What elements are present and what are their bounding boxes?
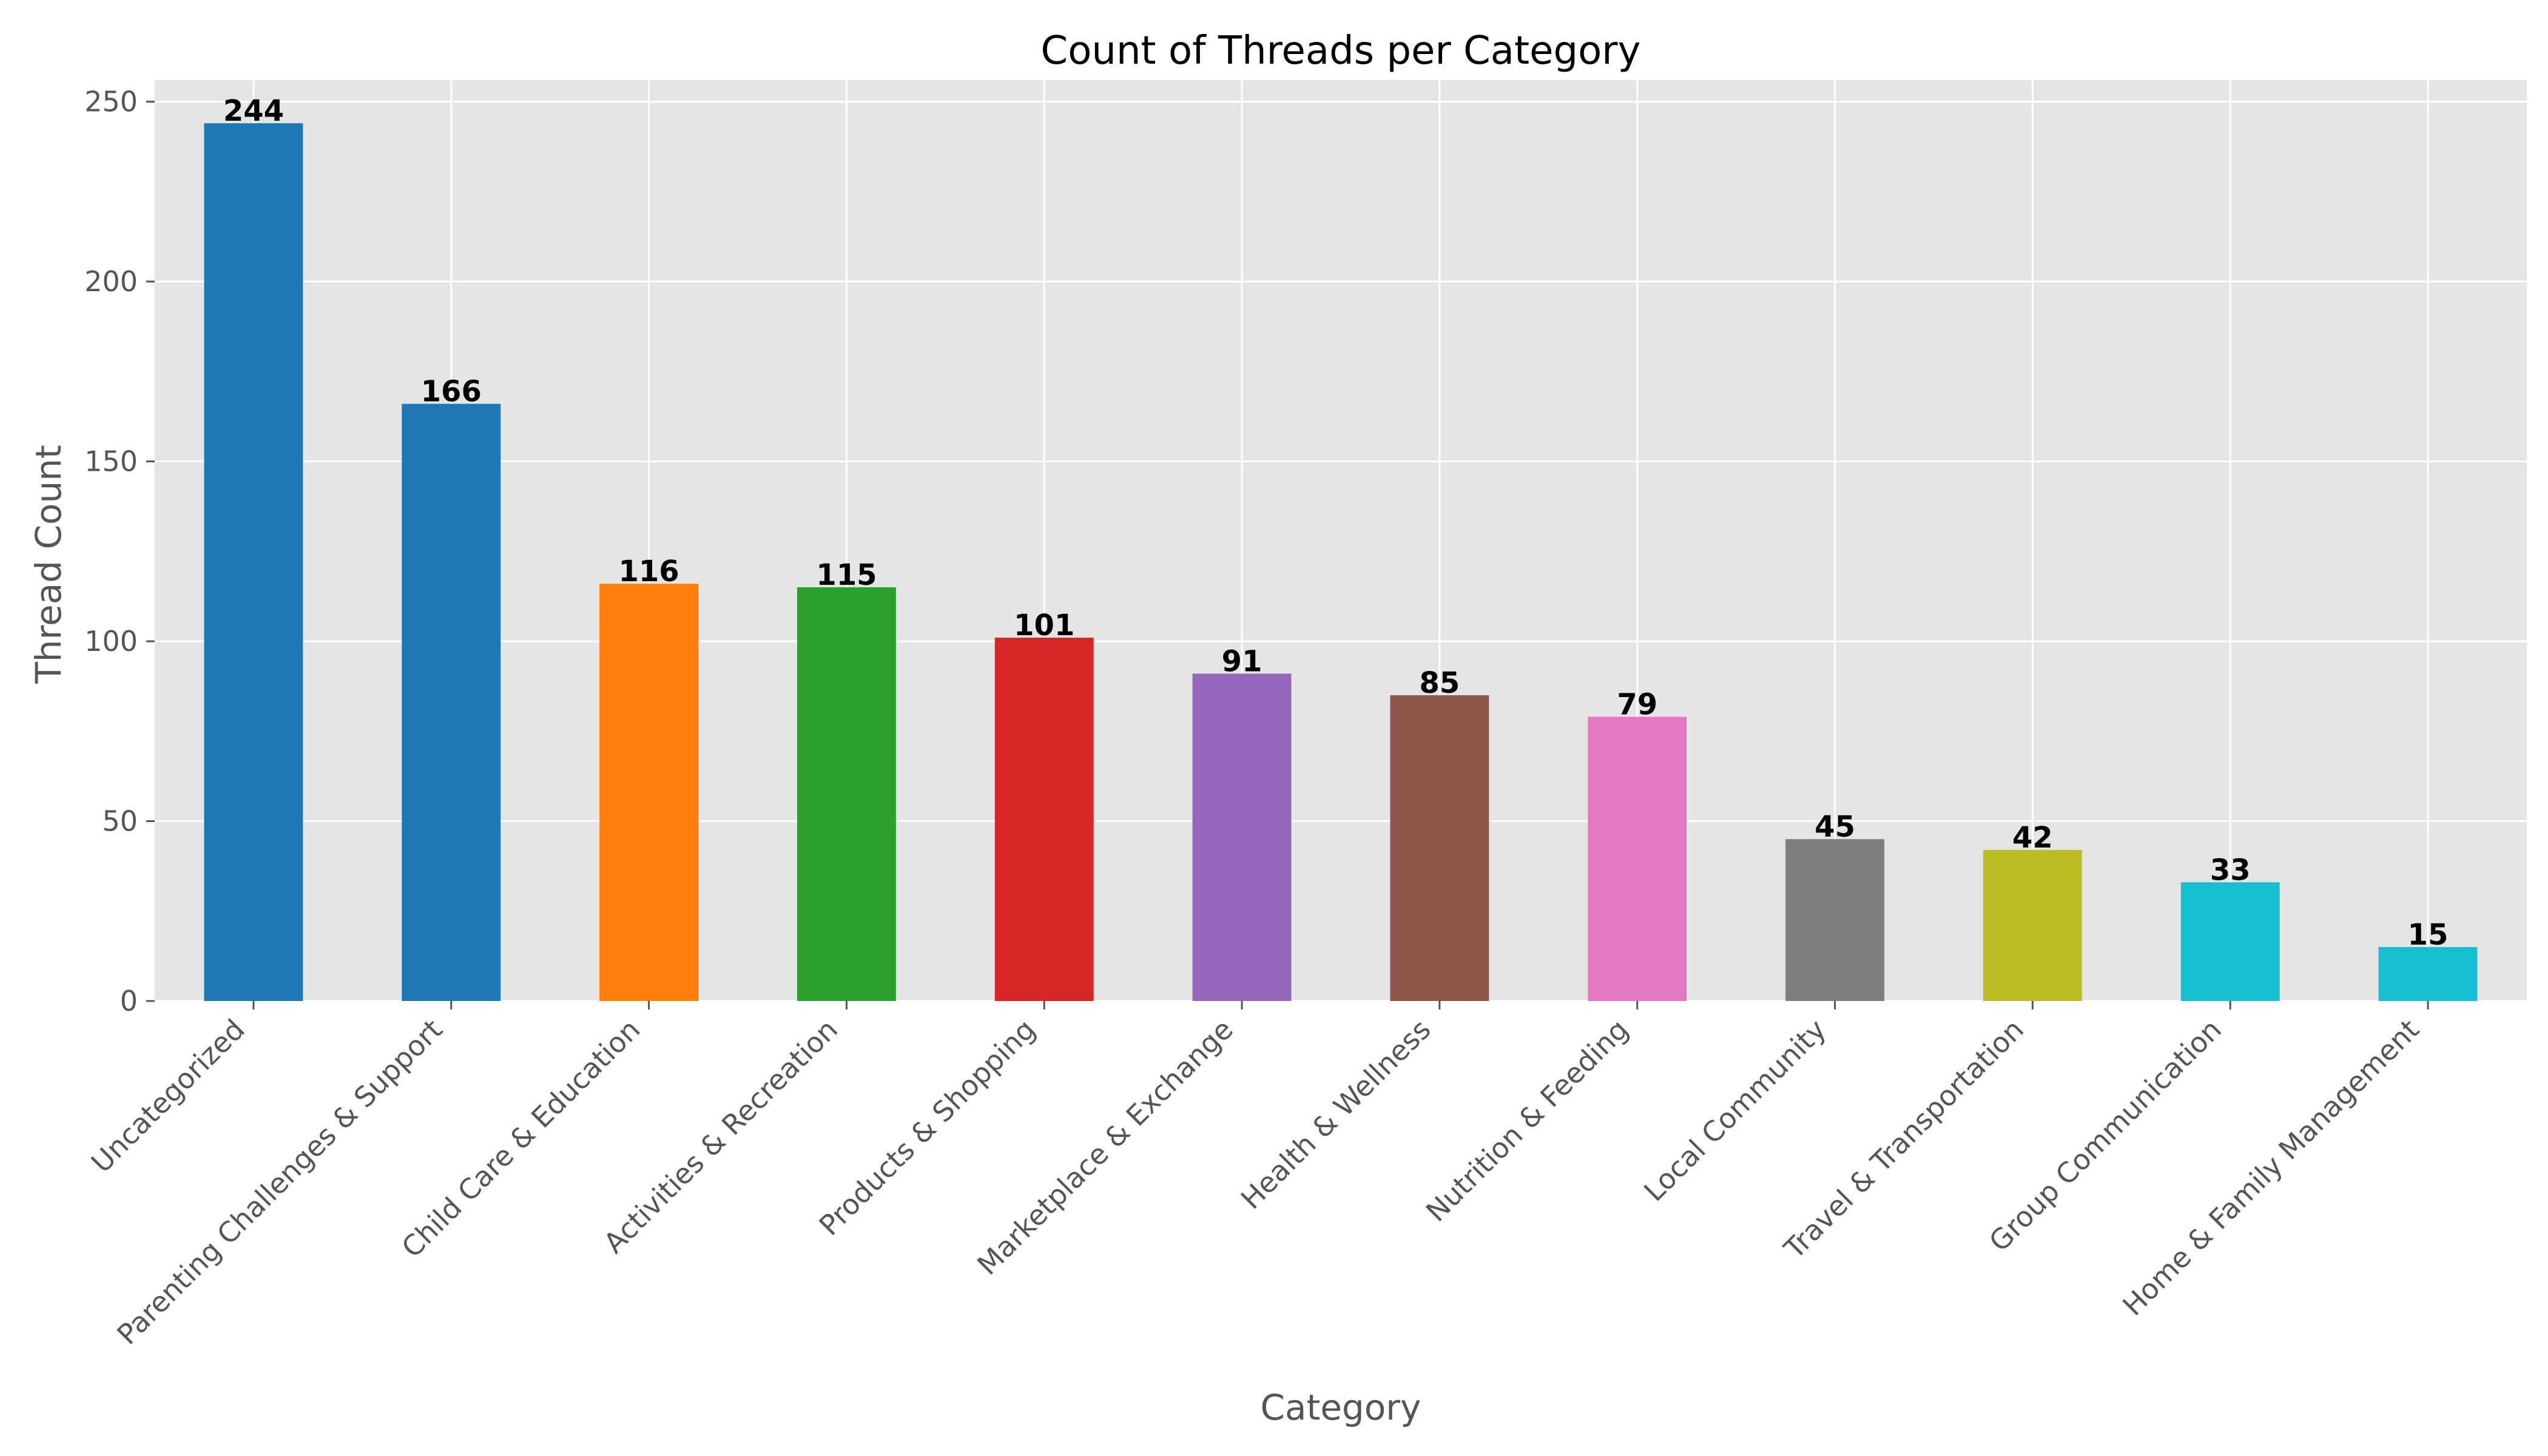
bar (1588, 716, 1687, 1001)
y-tick-label: 250 (84, 86, 138, 118)
bar-value-label: 79 (1617, 688, 1657, 722)
y-tick-label: 150 (84, 445, 138, 478)
bar (797, 587, 896, 1001)
bar (599, 584, 699, 1001)
bar-value-label: 116 (618, 554, 679, 588)
x-axis-label: Category (1261, 1387, 1421, 1428)
bars (204, 123, 2478, 1001)
bar-value-label: 33 (2210, 853, 2251, 887)
y-tick-label: 100 (84, 625, 138, 658)
bar-value-label: 45 (1815, 810, 1855, 844)
bar-value-label: 15 (2408, 918, 2449, 952)
y-axis-label: Thread Count (28, 445, 69, 684)
y-tick-label: 0 (120, 985, 138, 1017)
bar (1390, 695, 1489, 1001)
bar (994, 638, 1094, 1001)
value-labels: 244 166 116 115 101 91 85 79 45 42 33 15 (223, 94, 2449, 952)
bar (2180, 882, 2280, 1001)
y-tick-label: 200 (84, 265, 138, 298)
plot-area (155, 80, 2527, 1001)
y-axis: 0 50 100 150 200 250 (84, 86, 155, 1017)
bar-value-label: 91 (1222, 644, 1262, 678)
bar (1785, 839, 1885, 1001)
bar (402, 403, 501, 1001)
bar (2378, 947, 2478, 1001)
chart-title: Count of Threads per Category (1041, 29, 1641, 73)
bar (1983, 849, 2082, 1001)
bar-value-label: 42 (2012, 821, 2053, 855)
bar-value-label: 166 (421, 375, 482, 409)
bar (1192, 673, 1292, 1001)
bar-value-label: 85 (1420, 666, 1460, 700)
bar-value-label: 244 (223, 94, 284, 128)
bar-value-label: 115 (816, 558, 877, 592)
y-tick-label: 50 (102, 805, 138, 838)
bar-value-label: 101 (1014, 608, 1074, 642)
bar (204, 123, 303, 1001)
